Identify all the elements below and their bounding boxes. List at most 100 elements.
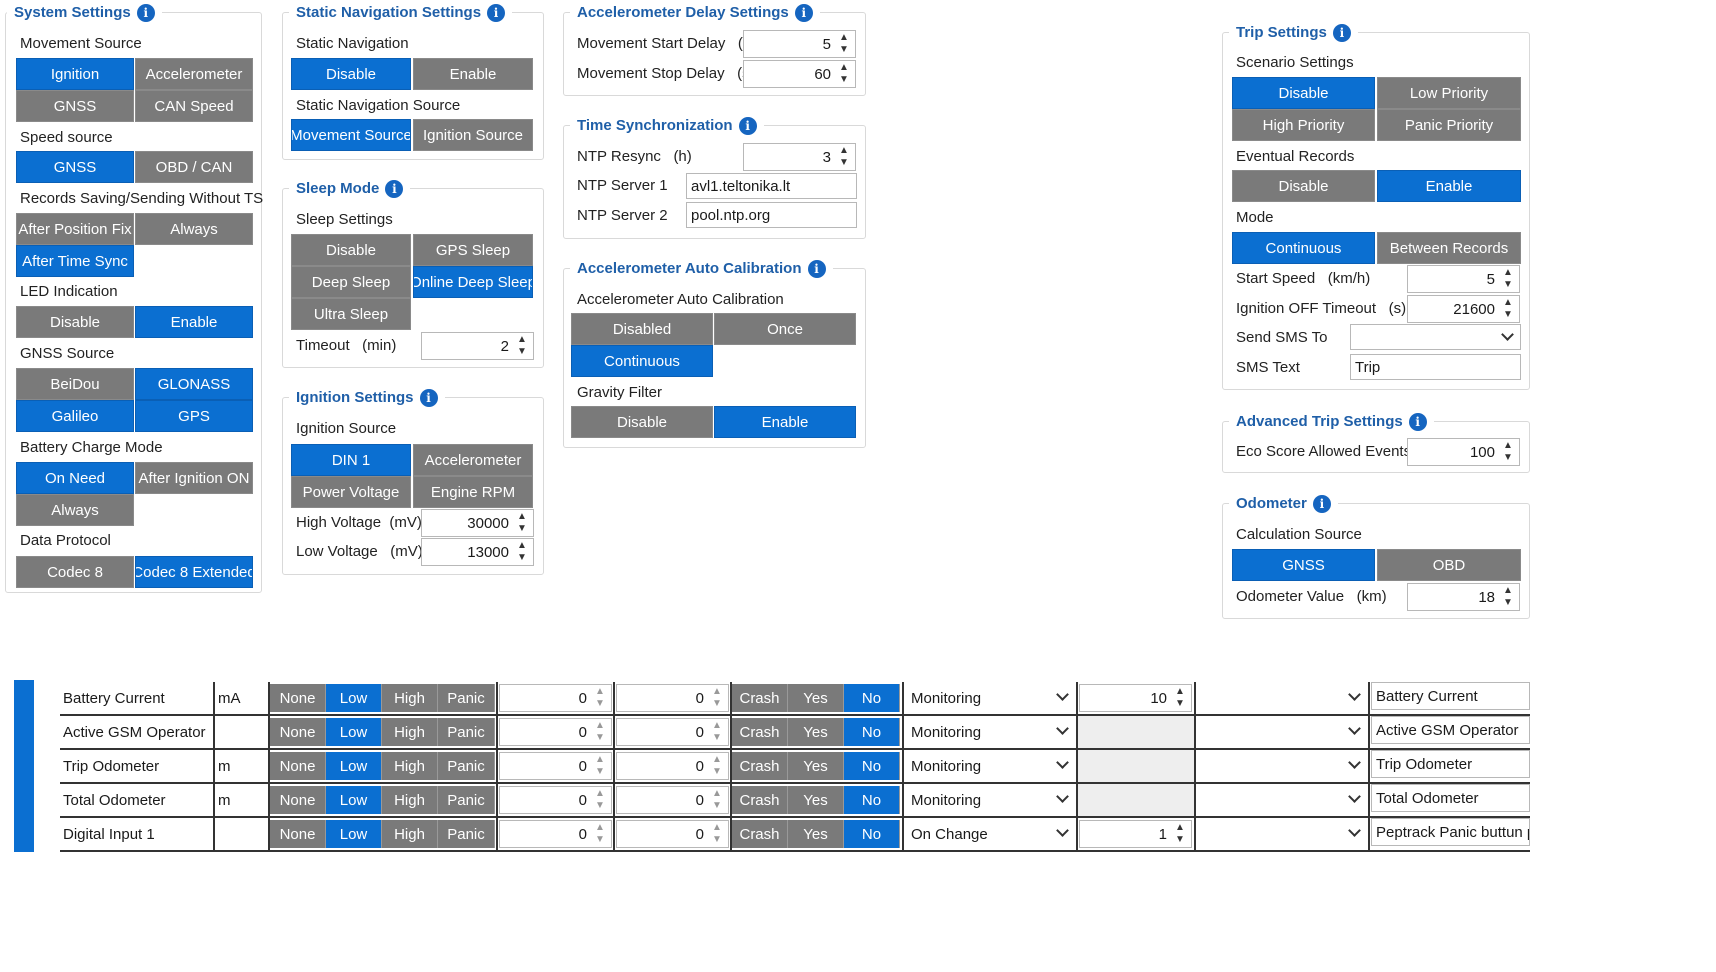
- sms-number-select[interactable]: [1197, 787, 1367, 813]
- priority-panic-button[interactable]: Panic: [438, 752, 495, 780]
- option-button[interactable]: GNSS: [16, 90, 134, 122]
- generation-crash-button[interactable]: Crash: [732, 786, 788, 814]
- low-level-stepper[interactable]: 0 ▲ ▼: [499, 752, 612, 780]
- priority-none-button[interactable]: None: [270, 718, 326, 746]
- spin-arrows-icon[interactable]: ▲ ▼: [1503, 440, 1513, 463]
- sms-text-input[interactable]: Peptrack Panic buttun pre: [1371, 818, 1530, 846]
- generation-yes-button[interactable]: Yes: [788, 718, 844, 746]
- operand-select[interactable]: Monitoring: [905, 719, 1075, 745]
- option-button[interactable]: GNSS: [16, 151, 134, 183]
- priority-none-button[interactable]: None: [270, 684, 326, 712]
- priority-none-button[interactable]: None: [270, 752, 326, 780]
- option-button[interactable]: Disable: [571, 406, 713, 438]
- low-level-stepper[interactable]: 0 ▲ ▼: [499, 684, 612, 712]
- sms-number-select[interactable]: [1197, 719, 1367, 745]
- spin-arrows-icon[interactable]: ▲ ▼: [517, 511, 527, 534]
- option-button[interactable]: Disable: [1232, 170, 1375, 202]
- spin-arrows-icon[interactable]: ▲ ▼: [1175, 822, 1185, 845]
- operand-select[interactable]: On Change: [905, 821, 1075, 847]
- priority-high-button[interactable]: High: [382, 684, 438, 712]
- option-button[interactable]: CAN Speed: [135, 90, 253, 122]
- option-button[interactable]: Once: [714, 313, 856, 345]
- option-button[interactable]: GPS: [135, 400, 253, 432]
- operand-select[interactable]: Monitoring: [905, 787, 1075, 813]
- generation-crash-button[interactable]: Crash: [732, 684, 788, 712]
- high-level-stepper[interactable]: 0 ▲ ▼: [616, 718, 729, 746]
- info-icon[interactable]: i: [794, 4, 813, 22]
- sms-number-select[interactable]: [1197, 753, 1367, 779]
- generation-crash-button[interactable]: Crash: [732, 718, 788, 746]
- stop-delay-stepper[interactable]: 60 ▲ ▼: [743, 60, 856, 88]
- spin-arrows-icon[interactable]: ▲ ▼: [595, 822, 605, 845]
- option-button[interactable]: OBD: [1377, 549, 1521, 581]
- spin-arrows-icon[interactable]: ▲ ▼: [839, 32, 849, 55]
- option-button[interactable]: Ignition: [16, 58, 134, 90]
- option-button[interactable]: Low Priority: [1377, 77, 1521, 109]
- option-button[interactable]: Always: [16, 494, 134, 526]
- spin-arrows-icon[interactable]: ▲ ▼: [839, 145, 849, 168]
- spin-arrows-icon[interactable]: ▲ ▼: [712, 686, 722, 709]
- priority-panic-button[interactable]: Panic: [438, 684, 495, 712]
- sms-text-input[interactable]: Trip: [1350, 354, 1521, 380]
- info-icon[interactable]: i: [385, 180, 404, 198]
- priority-low-button[interactable]: Low: [326, 752, 382, 780]
- generation-no-button[interactable]: No: [844, 820, 900, 848]
- option-button[interactable]: Codec 8 Extended: [135, 556, 253, 588]
- spin-arrows-icon[interactable]: ▲ ▼: [712, 788, 722, 811]
- priority-high-button[interactable]: High: [382, 718, 438, 746]
- info-icon[interactable]: i: [419, 389, 438, 407]
- info-icon[interactable]: i: [807, 260, 826, 278]
- generation-no-button[interactable]: No: [844, 718, 900, 746]
- generation-no-button[interactable]: No: [844, 752, 900, 780]
- option-button[interactable]: Ultra Sleep: [291, 298, 411, 330]
- priority-high-button[interactable]: High: [382, 820, 438, 848]
- priority-low-button[interactable]: Low: [326, 820, 382, 848]
- ignition-off-timeout-stepper[interactable]: 21600 ▲ ▼: [1407, 295, 1520, 323]
- option-button[interactable]: Online Deep Sleep: [413, 266, 533, 298]
- option-button[interactable]: Disable: [1232, 77, 1375, 109]
- priority-high-button[interactable]: High: [382, 752, 438, 780]
- generation-no-button[interactable]: No: [844, 684, 900, 712]
- info-icon[interactable]: i: [1332, 24, 1351, 42]
- option-button[interactable]: Galileo: [16, 400, 134, 432]
- spin-arrows-icon[interactable]: ▲ ▼: [595, 788, 605, 811]
- event-delta-stepper[interactable]: 1 ▲ ▼: [1079, 820, 1192, 848]
- low-level-stepper[interactable]: 0 ▲ ▼: [499, 786, 612, 814]
- info-icon[interactable]: i: [738, 117, 757, 135]
- option-button[interactable]: GLONASS: [135, 368, 253, 400]
- priority-low-button[interactable]: Low: [326, 786, 382, 814]
- spin-arrows-icon[interactable]: ▲ ▼: [595, 686, 605, 709]
- odometer-value-stepper[interactable]: 18 ▲ ▼: [1407, 583, 1520, 611]
- option-button[interactable]: Accelerometer: [413, 444, 533, 476]
- generation-yes-button[interactable]: Yes: [788, 752, 844, 780]
- spin-arrows-icon[interactable]: ▲ ▼: [1175, 686, 1185, 709]
- priority-panic-button[interactable]: Panic: [438, 820, 495, 848]
- high-level-stepper[interactable]: 0 ▲ ▼: [616, 684, 729, 712]
- option-button[interactable]: OBD / CAN: [135, 151, 253, 183]
- option-button[interactable]: Enable: [1377, 170, 1521, 202]
- option-button[interactable]: Accelerometer: [135, 58, 253, 90]
- sms-text-input[interactable]: Battery Current: [1371, 682, 1530, 710]
- high-level-stepper[interactable]: 0 ▲ ▼: [616, 752, 729, 780]
- option-button[interactable]: Continuous: [571, 345, 713, 377]
- option-button[interactable]: After Time Sync: [16, 245, 134, 277]
- option-button[interactable]: Deep Sleep: [291, 266, 411, 298]
- generation-crash-button[interactable]: Crash: [732, 820, 788, 848]
- option-button[interactable]: Disabled: [571, 313, 713, 345]
- low-level-stepper[interactable]: 0 ▲ ▼: [499, 820, 612, 848]
- option-button[interactable]: After Ignition ON: [135, 462, 253, 494]
- spin-arrows-icon[interactable]: ▲ ▼: [712, 720, 722, 743]
- generation-yes-button[interactable]: Yes: [788, 820, 844, 848]
- option-button[interactable]: After Position Fix: [16, 213, 134, 245]
- spin-arrows-icon[interactable]: ▲ ▼: [712, 822, 722, 845]
- eco-score-stepper[interactable]: 100 ▲ ▼: [1407, 438, 1520, 466]
- start-speed-stepper[interactable]: 5 ▲ ▼: [1407, 265, 1520, 293]
- spin-arrows-icon[interactable]: ▲ ▼: [1503, 585, 1513, 608]
- spin-arrows-icon[interactable]: ▲ ▼: [1503, 267, 1513, 290]
- info-icon[interactable]: i: [1408, 413, 1427, 431]
- ntp-server-2-input[interactable]: pool.ntp.org: [686, 202, 857, 228]
- option-button[interactable]: Engine RPM: [413, 476, 533, 508]
- info-icon[interactable]: i: [1312, 495, 1331, 513]
- option-button[interactable]: Always: [135, 213, 253, 245]
- info-icon[interactable]: i: [136, 4, 155, 22]
